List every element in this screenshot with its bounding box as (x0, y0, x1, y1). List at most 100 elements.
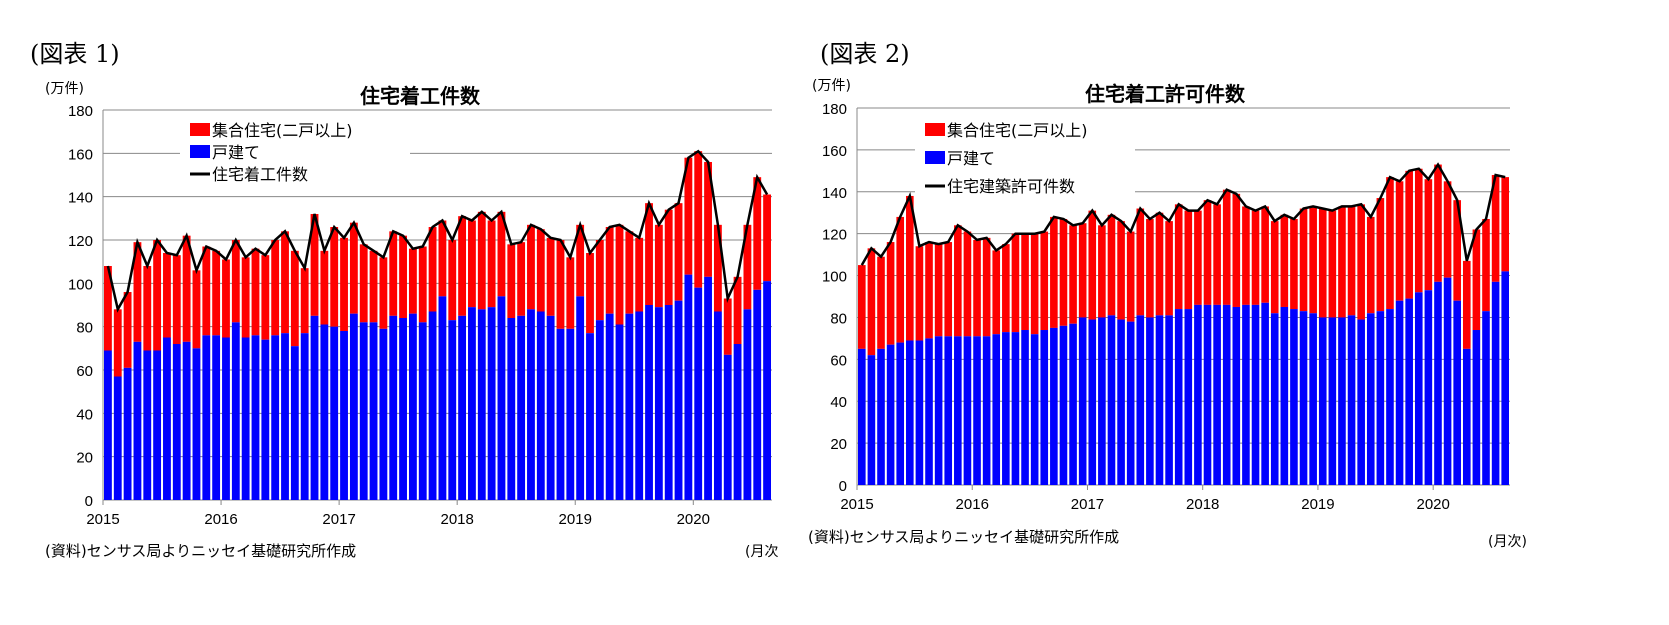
bar-single-family (123, 367, 132, 500)
bar-multi-family (664, 209, 673, 305)
bar-single-family (1366, 313, 1375, 485)
bar-multi-family (973, 239, 981, 337)
bar-multi-family (566, 257, 575, 329)
bar-single-family (1222, 304, 1231, 485)
bar-multi-family (635, 237, 644, 312)
bar-single-family (271, 335, 280, 500)
bar-single-family (330, 326, 339, 500)
bar-single-family (320, 324, 329, 500)
bar-multi-family (753, 177, 762, 290)
bar-multi-family (1386, 177, 1394, 310)
bar-multi-family (1146, 219, 1154, 318)
bar-single-family (1069, 323, 1077, 485)
bar-single-family (438, 296, 447, 500)
bar-single-family (1098, 317, 1106, 485)
bar-multi-family (1126, 231, 1135, 322)
bar-multi-family (1366, 216, 1375, 314)
bar-multi-family (290, 250, 299, 347)
bar-single-family (399, 318, 407, 500)
bar-multi-family (1318, 208, 1327, 318)
bar-multi-family (595, 240, 604, 321)
bar-multi-family (1328, 210, 1337, 318)
bar-multi-family (527, 224, 535, 310)
bar-single-family (290, 346, 299, 500)
bar-multi-family (733, 276, 742, 344)
legend-label: 集合住宅(二戸以上) (947, 121, 1088, 140)
bar-multi-family (877, 256, 885, 349)
bar-single-family (468, 307, 476, 500)
y-tick-label: 100 (68, 276, 93, 293)
bar-multi-family (1203, 200, 1212, 305)
freq-note-1: (月次 (745, 544, 779, 560)
bar-single-family (1309, 313, 1317, 485)
bar-single-family (566, 328, 575, 500)
legend-box (915, 113, 1135, 208)
x-tick-label: 2015 (840, 496, 873, 513)
bar-multi-family (359, 244, 368, 323)
bar-multi-family (1290, 219, 1298, 310)
bar-multi-family (1107, 214, 1116, 316)
bar-single-family (192, 348, 201, 500)
bar-single-family (261, 339, 270, 500)
bar-single-family (963, 336, 972, 485)
bar-multi-family (507, 244, 516, 318)
bar-single-family (222, 337, 230, 500)
bar-multi-family (906, 195, 914, 341)
bar-multi-family (1184, 210, 1193, 310)
legend-label: 戸建て (212, 143, 260, 162)
bar-multi-family (1424, 179, 1433, 291)
bar-multi-family (605, 227, 614, 314)
bar-single-family (753, 289, 762, 500)
bar-single-family (867, 355, 876, 485)
y-tick-label: 180 (68, 103, 93, 120)
figure-label-2: (図表 2) (820, 40, 910, 68)
bar-single-family (1136, 315, 1145, 485)
bar-multi-family (418, 246, 427, 323)
bar-single-family (1318, 317, 1327, 485)
bar-single-family (477, 309, 486, 500)
bar-multi-family (934, 244, 943, 337)
bar-multi-family (1309, 206, 1317, 314)
bar-single-family (654, 307, 663, 500)
bar-multi-family (1050, 216, 1058, 328)
bar-multi-family (182, 235, 191, 342)
bar-single-family (915, 340, 924, 485)
bar-single-family (172, 344, 181, 500)
bar-single-family (1165, 315, 1173, 485)
legend-label: 住宅着工件数 (212, 165, 308, 184)
bar-single-family (605, 313, 614, 500)
legend-label: 戸建て (947, 149, 995, 168)
bar-single-family (1501, 271, 1509, 485)
bar-multi-family (915, 246, 924, 341)
bar-single-family (1376, 311, 1385, 485)
bar-single-family (576, 296, 585, 500)
bar-single-family (1184, 309, 1193, 485)
bar-multi-family (1270, 221, 1279, 314)
bar-single-family (1443, 277, 1452, 485)
bar-multi-family (1357, 204, 1365, 320)
y-tick-label: 60 (76, 363, 93, 380)
y-tick-label: 180 (822, 101, 847, 118)
x-tick-label: 2018 (1186, 496, 1219, 513)
bar-multi-family (684, 157, 693, 275)
bar-multi-family (1395, 181, 1404, 301)
bar-single-family (704, 276, 712, 500)
bar-multi-family (1136, 208, 1145, 316)
y-tick-label: 0 (85, 493, 93, 510)
x-tick-label: 2017 (1071, 496, 1104, 513)
bar-multi-family (867, 248, 876, 356)
bar-multi-family (1117, 221, 1125, 320)
bar-multi-family (104, 266, 112, 351)
bar-single-family (359, 322, 368, 500)
unit-label-1: (万件) (45, 81, 84, 97)
bar-single-family (1462, 348, 1471, 485)
legend-label: 住宅建築許可件数 (947, 177, 1075, 196)
bar-multi-family (645, 203, 653, 305)
bar-single-family (586, 333, 594, 500)
bar-single-family (133, 341, 142, 500)
y-tick-label: 120 (822, 227, 847, 244)
bar-multi-family (438, 220, 447, 297)
bar-multi-family (241, 257, 250, 338)
bar-single-family (645, 305, 653, 500)
